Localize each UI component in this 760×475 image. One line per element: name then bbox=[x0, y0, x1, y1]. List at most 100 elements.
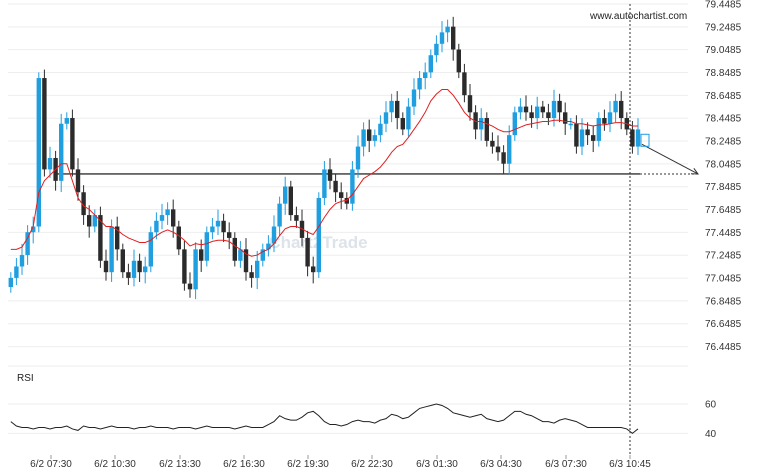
candle-body bbox=[445, 26, 450, 33]
candle-body bbox=[635, 129, 641, 147]
candle-body bbox=[523, 106, 529, 113]
candle-body bbox=[19, 255, 25, 267]
candle-body bbox=[283, 186, 288, 204]
time-tick-label: 6/2 22:30 bbox=[351, 459, 393, 470]
candle-body bbox=[42, 78, 47, 170]
price-tick-label: 78.4485 bbox=[705, 114, 742, 125]
candle-body bbox=[490, 140, 495, 147]
candle-body bbox=[495, 146, 501, 153]
candle-body bbox=[81, 192, 86, 216]
candle-body bbox=[64, 118, 69, 124]
candle-body bbox=[451, 26, 456, 50]
candle-body bbox=[115, 226, 120, 250]
price-tick-label: 78.2485 bbox=[705, 137, 742, 148]
candle-body bbox=[462, 72, 467, 96]
candle-body bbox=[227, 232, 232, 238]
candle-body bbox=[137, 260, 142, 273]
candle-body bbox=[355, 146, 361, 170]
candle-body bbox=[367, 129, 372, 141]
candle-body bbox=[260, 249, 265, 261]
candle-body bbox=[215, 220, 221, 227]
candle-body bbox=[311, 266, 316, 273]
candle-body bbox=[456, 49, 461, 73]
candle-body bbox=[518, 106, 523, 113]
price-tick-label: 78.8485 bbox=[705, 68, 742, 79]
rsi-panel: 60 40 bbox=[8, 365, 717, 440]
current-candle-outline bbox=[640, 133, 650, 147]
candle-body bbox=[467, 95, 473, 113]
candle-body bbox=[8, 277, 13, 288]
time-tick-label: 6/2 13:30 bbox=[159, 459, 201, 470]
price-tick-label: 77.0485 bbox=[705, 274, 742, 285]
candle-body bbox=[243, 249, 249, 273]
candle-body bbox=[574, 123, 579, 147]
candle-body bbox=[339, 192, 344, 198]
candle-body bbox=[568, 123, 573, 126]
candle-body bbox=[238, 249, 243, 261]
candle-body bbox=[199, 249, 204, 261]
candle-body bbox=[344, 197, 349, 204]
candle-body bbox=[591, 135, 596, 141]
candle-body bbox=[501, 152, 506, 164]
candle-body bbox=[120, 249, 125, 273]
candle-body bbox=[613, 100, 618, 113]
candle-body bbox=[98, 215, 103, 261]
forecast bbox=[629, 4, 700, 460]
candle-body bbox=[395, 100, 400, 119]
candle-body bbox=[87, 215, 92, 227]
candle-body bbox=[47, 157, 53, 170]
price-tick-label: 77.6485 bbox=[705, 205, 742, 216]
price-tick-label: 77.8485 bbox=[705, 182, 742, 193]
candle-body bbox=[529, 112, 534, 119]
candle-body bbox=[126, 272, 131, 278]
candle-body bbox=[535, 106, 540, 119]
price-tick-label: 77.2485 bbox=[705, 251, 742, 262]
time-tick-label: 6/3 01:30 bbox=[416, 459, 458, 470]
candle-body bbox=[70, 118, 75, 170]
candle-body bbox=[232, 237, 237, 261]
candle-body bbox=[607, 112, 613, 124]
candle-body bbox=[512, 112, 517, 136]
rsi-label: RSI bbox=[17, 373, 34, 384]
candle-body bbox=[327, 169, 333, 181]
candle-body bbox=[36, 78, 41, 227]
candle-body bbox=[266, 243, 271, 250]
candle-body bbox=[109, 226, 114, 273]
forecast-arrow bbox=[641, 143, 699, 175]
candle-body bbox=[596, 118, 601, 141]
candle-body bbox=[31, 226, 36, 233]
candle-body bbox=[406, 106, 411, 130]
candle-body bbox=[143, 266, 148, 273]
candle-body bbox=[630, 129, 635, 147]
candle-body bbox=[103, 260, 109, 273]
price-tick-label: 78.6485 bbox=[705, 91, 742, 102]
price-tick-label: 79.0485 bbox=[705, 45, 742, 56]
candle-body bbox=[271, 226, 277, 244]
candle-body bbox=[484, 118, 489, 141]
candle-body bbox=[182, 249, 187, 284]
candle-body bbox=[619, 100, 624, 119]
candle-body bbox=[210, 226, 215, 233]
candle-body bbox=[333, 180, 338, 193]
time-tick-label: 6/2 10:30 bbox=[94, 459, 136, 470]
candle-body bbox=[154, 220, 159, 233]
candle-body bbox=[294, 215, 299, 221]
candle-body bbox=[221, 220, 226, 233]
ma-line bbox=[10, 88, 638, 257]
time-axis: 6/2 07:30 6/2 10:30 6/2 13:30 6/2 16:30 6/2 … bbox=[30, 455, 651, 470]
candle-body bbox=[176, 226, 181, 250]
candle-body bbox=[400, 118, 405, 130]
candle-body bbox=[193, 249, 198, 290]
rsi-tick-label: 60 bbox=[705, 400, 717, 411]
candle-body bbox=[540, 106, 545, 113]
candle-body bbox=[417, 78, 422, 90]
candle-body bbox=[411, 89, 417, 107]
brand-text: www.autochartist.com bbox=[589, 11, 687, 22]
rsi-line bbox=[10, 403, 639, 434]
candle-body bbox=[25, 232, 30, 256]
candles bbox=[8, 16, 641, 300]
candle-body bbox=[316, 197, 321, 273]
candle-body bbox=[249, 272, 254, 278]
